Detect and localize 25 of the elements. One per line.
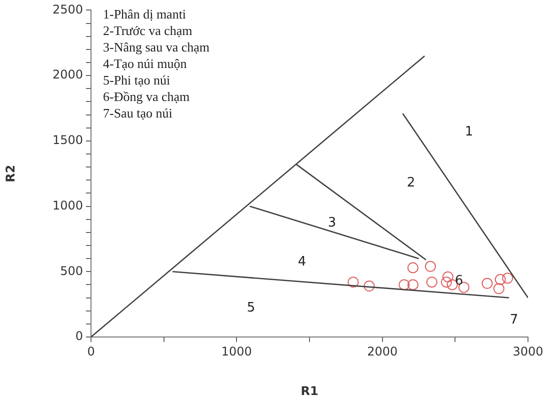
annotation: 2 [406,175,416,190]
annotation: 3 [328,215,336,230]
annotation: 4 [298,254,306,270]
y-tick-label: 0 [75,329,83,344]
y-tick-label: 1500 [52,133,83,148]
y-axis-title: R2 [3,164,18,182]
annotation: 5 [246,300,256,316]
y-tick-label: 2000 [52,68,83,82]
annotation: 1 [464,124,474,140]
annotation: 1-Phân dị manti [103,6,186,22]
x-axis-title: R1 [300,384,318,398]
x-tick-label: 2000 [367,344,398,358]
x-tick-label: 0 [87,344,95,358]
y-tick-label: 2500 [52,2,83,16]
x-tick-label: 1000 [221,344,252,358]
annotation: 3-Nâng sau va chạm [103,40,210,55]
annotation: 7 [510,312,518,328]
annotation: 4-Tạo núi muộn [103,56,188,72]
annotation: 7-Sau tạo núi [103,106,173,121]
x-tick-label: 3000 [512,344,544,358]
y-tick-label: 1000 [52,198,83,212]
annotation: 2-Trước va chạm [103,23,192,38]
annotation: 6-Đồng va chạm [103,89,190,104]
y-tick-label: 500 [60,264,83,278]
annotation: 5-Phi tạo núi [103,72,171,88]
